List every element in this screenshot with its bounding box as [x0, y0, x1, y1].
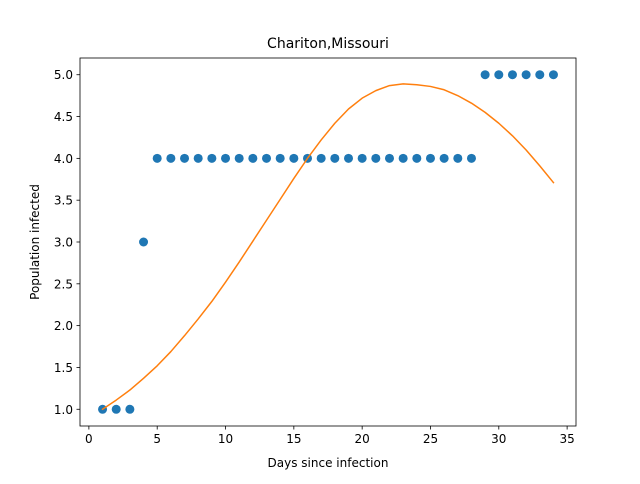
data-point [548, 70, 558, 80]
data-point [248, 153, 258, 163]
data-point [221, 153, 231, 163]
data-point [535, 70, 545, 80]
data-point [480, 70, 490, 80]
y-tick-label: 4.0 [54, 152, 73, 166]
data-point [275, 153, 285, 163]
data-point [439, 153, 449, 163]
x-tick-label: 35 [559, 432, 574, 446]
y-tick-label: 2.0 [54, 319, 73, 333]
data-point [152, 153, 162, 163]
y-tick-label: 2.5 [54, 277, 73, 291]
data-point [466, 153, 476, 163]
x-tick-label: 15 [286, 432, 301, 446]
plot-area [98, 70, 558, 414]
data-point [166, 153, 176, 163]
axes-frame [79, 57, 577, 427]
y-axis-label: Population infected [28, 184, 42, 300]
x-tick-label: 0 [85, 432, 93, 446]
axes: 0 5 10 15 20 25 30 35 1.0 1.5 2.0 2.5 3.0 3.5 4.0 4.5 5.… [54, 57, 577, 446]
x-tick-label: 25 [423, 432, 438, 446]
data-point [125, 404, 135, 414]
data-point [357, 153, 367, 163]
data-point [494, 70, 504, 80]
x-tick-label: 20 [355, 432, 370, 446]
chart-title: Chariton,Missouri [267, 36, 389, 52]
data-point [207, 153, 217, 163]
x-tick-label: 10 [218, 432, 233, 446]
y-tick-label: 1.5 [54, 361, 73, 375]
data-point [371, 153, 381, 163]
data-point [507, 70, 517, 80]
x-axis-label: Days since infection [268, 456, 389, 470]
data-point [521, 70, 531, 80]
data-point [398, 153, 408, 163]
x-tick-label: 5 [153, 432, 161, 446]
data-point [111, 404, 121, 414]
y-tick-label: 3.5 [54, 194, 73, 208]
data-point [344, 153, 353, 163]
data-point [180, 153, 190, 163]
data-point [262, 153, 272, 163]
data-point [453, 153, 463, 163]
data-point [412, 153, 422, 163]
y-tick-label: 3.0 [54, 236, 73, 250]
data-point [234, 153, 244, 163]
data-point [330, 153, 340, 163]
data-point [139, 237, 149, 247]
data-point [193, 153, 203, 163]
data-point [316, 153, 326, 163]
x-tick-label: 30 [491, 432, 506, 446]
fit-line [101, 83, 555, 411]
data-point [289, 153, 299, 163]
data-point [425, 153, 435, 163]
y-tick-label: 1.0 [54, 403, 73, 417]
y-tick-label: 5.0 [54, 68, 73, 82]
data-point [384, 153, 394, 163]
y-tick-label: 4.5 [54, 110, 73, 124]
